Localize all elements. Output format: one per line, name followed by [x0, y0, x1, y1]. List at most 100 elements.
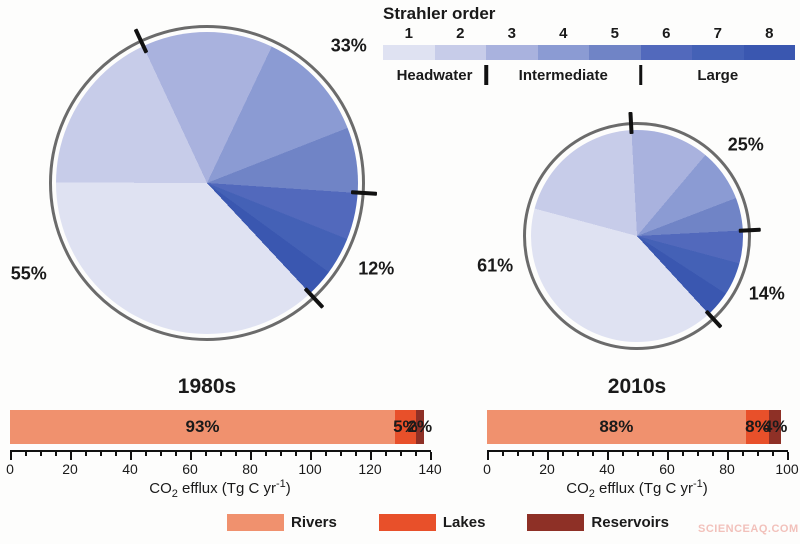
bar-segment-lakes: 5% [393, 410, 418, 444]
strahler-order-swatch [743, 45, 795, 60]
pie-percentage-label: 25% [727, 134, 764, 155]
strahler-order-swatch [486, 45, 538, 60]
x-axis-tick [787, 452, 789, 460]
strahler-order-swatch [537, 45, 589, 60]
x-axis-tick [55, 452, 57, 456]
efflux-bar-1980s: 93% 5% 2% [10, 410, 432, 444]
x-axis-tick [295, 452, 297, 456]
x-axis-tick [160, 452, 162, 456]
x-axis-tick [430, 452, 432, 460]
x-axis-tick [340, 452, 342, 456]
x-axis-tick [190, 452, 192, 460]
bar-segment-percentage: 5% [393, 417, 418, 436]
strahler-order-swatch [589, 45, 641, 60]
strahler-order-swatch [383, 45, 435, 60]
legend-swatch [527, 514, 585, 531]
x-axis-title: CO2 efflux (Tg C yr-1) [149, 478, 291, 500]
pie-percentage-label: 33% [330, 35, 367, 56]
x-axis-line [10, 450, 431, 452]
strahler-group-label: Headwater [396, 67, 473, 84]
x-axis-tick-label: 140 [418, 461, 442, 477]
strahler-order-swatch [434, 45, 486, 60]
strahler-group-label: Intermediate [518, 67, 608, 84]
x-axis-tick [532, 452, 534, 456]
bar-segment-rivers: 88% [487, 410, 746, 444]
x-axis-tick [517, 452, 519, 456]
x-axis-tick [487, 452, 489, 460]
legend-item-rivers: Rivers [227, 514, 337, 531]
x-axis-tick-label: 0 [6, 461, 14, 477]
x-axis-tick [502, 452, 504, 456]
strahler-groups: Headwater Intermediate Large [383, 65, 795, 89]
pie-percentage-label: 61% [477, 255, 514, 276]
bottom-legend: Rivers Lakes Reservoirs [227, 514, 669, 531]
bar-segment-reservoirs: 4% [763, 410, 787, 444]
x-axis-tick [757, 452, 759, 456]
x-axis-tick [145, 452, 147, 456]
strahler-order-number: 8 [765, 25, 774, 42]
bar-segment-lakes: 8% [745, 410, 770, 444]
x-axis-tick [280, 452, 282, 456]
strahler-order-number: 5 [610, 25, 619, 42]
x-axis-tick [235, 452, 237, 456]
x-axis-tick-label: 60 [182, 461, 198, 477]
x-axis-tick [25, 452, 27, 456]
x-axis-tick [85, 452, 87, 456]
bar-segment-reservoirs: 2% [408, 410, 432, 444]
strahler-order-number: 3 [507, 25, 516, 42]
x-axis-tick [250, 452, 252, 460]
legend-label: Lakes [442, 514, 486, 531]
pie-percentage-label: 12% [358, 258, 395, 279]
legend-swatch [227, 514, 284, 531]
x-axis-tick [622, 452, 624, 456]
x-axis-tick [742, 452, 744, 456]
x-axis-tick [310, 452, 312, 460]
x-axis-tick [712, 452, 714, 456]
x-axis-tick-label: 40 [122, 461, 138, 477]
x-axis-tick [562, 452, 564, 456]
pie-percentage-label: 14% [748, 283, 785, 304]
x-axis-tick [607, 452, 609, 460]
x-axis-tick [40, 452, 42, 456]
strahler-group-label: Large [697, 67, 739, 84]
bar-segment-percentage: 2% [407, 417, 433, 436]
watermark: SCIENCEAQ.COM [698, 523, 799, 535]
x-axis-tick [205, 452, 207, 456]
x-axis-tick [592, 452, 594, 456]
x-axis-tick [115, 452, 117, 456]
x-axis-tick [577, 452, 579, 456]
efflux-bar-2010s: 88% 8% 4% [487, 410, 787, 444]
strahler-order-number: 6 [662, 25, 671, 42]
x-axis-tick [370, 452, 372, 460]
x-axis-tick-label: 100 [775, 461, 799, 477]
x-axis-tick-label: 80 [719, 461, 735, 477]
x-axis-tick-label: 60 [659, 461, 675, 477]
legend-swatch [378, 514, 436, 531]
pie-group-tick [738, 227, 761, 233]
strahler-order-number: 1 [404, 25, 413, 42]
x-axis-tick [265, 452, 267, 456]
x-axis-tick-label: 20 [539, 461, 555, 477]
strahler-legend: Strahler order 1 2 3 4 5 6 7 8 Headwater Interme… [383, 5, 795, 89]
x-axis-tick [415, 452, 417, 456]
strahler-order-swatch [640, 45, 692, 60]
bar-segment-percentage: 8% [745, 417, 770, 436]
legend-item-reservoirs: Reservoirs [527, 514, 669, 531]
x-axis-tick [325, 452, 327, 456]
x-axis-tick-label: 80 [242, 461, 258, 477]
bar-segment-rivers: 93% [10, 410, 396, 444]
legend-label: Rivers [291, 514, 337, 531]
x-axis-tick-label: 0 [483, 461, 491, 477]
x-axis-tick [385, 452, 387, 456]
x-axis-tick [130, 452, 132, 460]
pie-title: 2010s [607, 375, 667, 398]
x-axis-tick [667, 452, 669, 460]
strahler-colorbar [383, 45, 795, 60]
legend-label: Reservoirs [591, 514, 669, 531]
x-axis-line [487, 450, 788, 452]
strahler-group-divider [484, 65, 488, 85]
strahler-order-numbers: 1 2 3 4 5 6 7 8 [383, 25, 795, 43]
x-axis-tick [100, 452, 102, 456]
pie-outer-ring [523, 122, 751, 350]
strahler-legend-title: Strahler order [383, 4, 496, 23]
